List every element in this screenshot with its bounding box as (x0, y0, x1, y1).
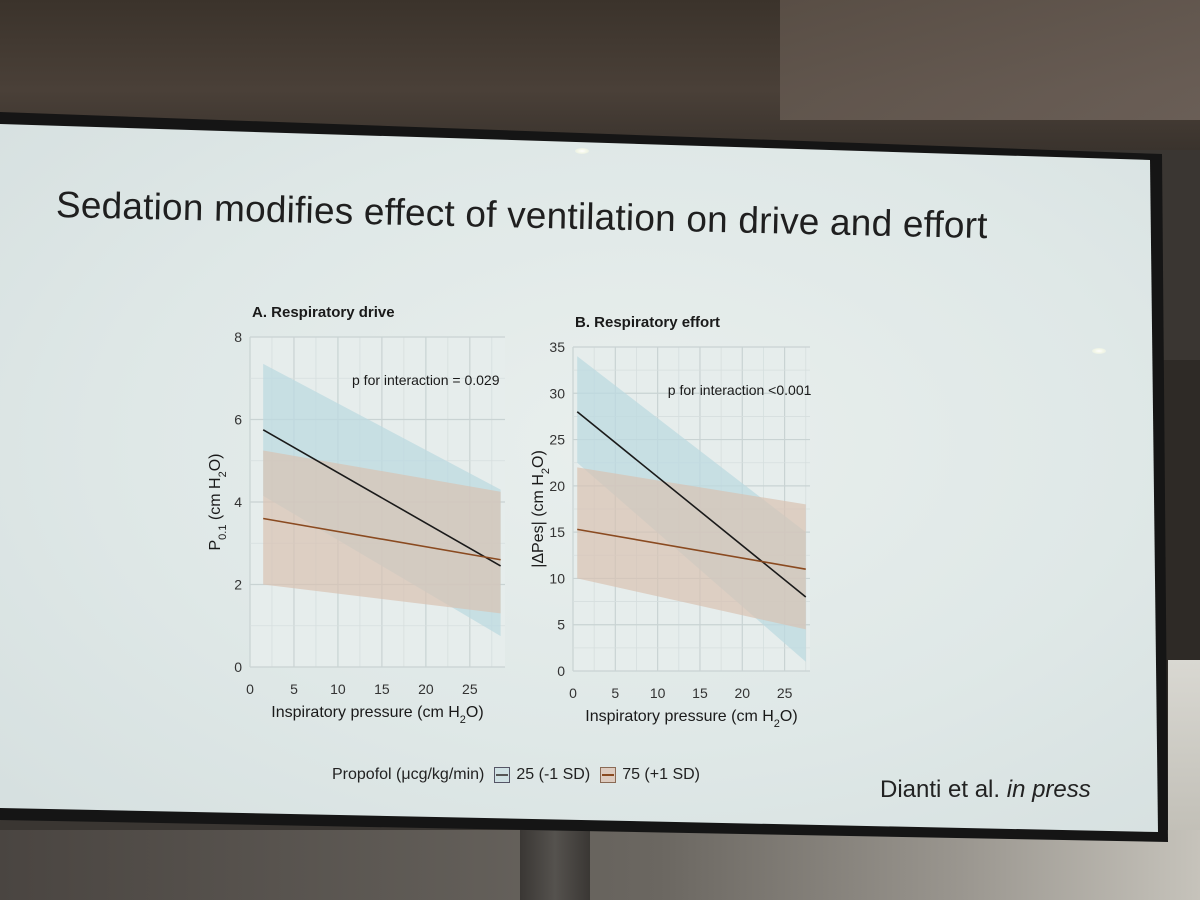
y-axis-label-tail: (cm H (207, 477, 224, 524)
x-axis-label-tail: O) (466, 704, 484, 721)
y-axis-label-text: P (207, 540, 224, 551)
legend-swatch-75-icon (600, 767, 617, 783)
series-line-25 (262, 429, 502, 567)
x-axis-label: Inspiratory pressure (cm H2O) (271, 704, 483, 726)
x-axis-label: Inspiratory pressure (cm H2O) (585, 708, 797, 730)
interaction-p-value: p for interaction = 0.029 (352, 372, 500, 388)
x-tick-label: 0 (246, 681, 254, 697)
chart-respiratory-effort: 0 5 10 15 20 25 0 5 10 15 20 25 30 35 B. Respiratory e… (530, 314, 812, 730)
y-tick-label: 20 (549, 478, 565, 494)
x-tick-label: 25 (462, 681, 478, 697)
ceiling-light-reflection (1092, 348, 1106, 354)
x-axis-label-subscript: 2 (774, 718, 780, 730)
room-wall-bottom (0, 830, 1200, 900)
legend-title: Propofol (μcg/kg/min) (332, 766, 485, 783)
y-axis-label: P0.1 (cm H2O) (207, 454, 229, 551)
legend-swatch-25-icon (494, 767, 511, 783)
y-tick-label: 2 (234, 577, 242, 593)
y-axis-label-tail-2: O) (207, 454, 224, 472)
series-line-75 (577, 528, 806, 570)
y-tick-label: 10 (549, 570, 565, 586)
y-tick-label: 0 (557, 663, 565, 679)
series-line-25 (576, 411, 807, 598)
y-axis-label-text: |ΔPes| (cm H (530, 474, 547, 568)
y-axis-label-subscript-2: 2 (217, 471, 229, 477)
y-axis-label-subscript: 2 (540, 468, 552, 474)
y-axis-label-tail: O) (530, 450, 547, 468)
y-tick-label: 35 (549, 339, 565, 355)
y-tick-label: 5 (557, 617, 565, 633)
x-tick-label: 20 (418, 681, 434, 697)
x-tick-label: 15 (692, 685, 708, 701)
confidence-band-75 (577, 467, 806, 630)
citation-status: in press (1006, 776, 1091, 803)
y-tick-label: 15 (549, 524, 565, 540)
x-tick-label: 25 (777, 685, 793, 701)
x-axis-label-text: Inspiratory pressure (cm H (585, 708, 774, 725)
room-ceiling (780, 0, 1200, 120)
legend-label-75: 75 (+1 SD) (622, 766, 700, 783)
x-axis-label-tail: O) (780, 708, 798, 725)
x-axis-label-subscript: 2 (460, 714, 466, 726)
x-tick-label: 5 (611, 685, 619, 701)
chart-title: B. Respiratory effort (575, 314, 720, 331)
y-tick-label: 8 (234, 329, 242, 345)
chart-respiratory-drive: 0 5 10 15 20 25 0 2 4 6 8 A. Respiratory drive p for… (207, 304, 505, 726)
y-axis-label-subscript: 0.1 (217, 525, 229, 540)
chart-title: A. Respiratory drive (252, 304, 395, 321)
legend-label-25: 25 (-1 SD) (516, 766, 591, 783)
x-tick-label: 10 (650, 685, 666, 701)
x-tick-label: 15 (374, 681, 390, 697)
y-axis-label: |ΔPes| (cm H2O) (530, 450, 552, 568)
x-tick-label: 10 (330, 681, 346, 697)
y-tick-label: 30 (549, 385, 565, 401)
monitor-stand (520, 830, 590, 900)
legend: Propofol (μcg/kg/min) 25 (-1 SD) 75 (+1 … (332, 766, 772, 784)
x-tick-label: 0 (569, 685, 577, 701)
x-axis-label-text: Inspiratory pressure (cm H (271, 704, 460, 721)
x-tick-label: 20 (734, 685, 750, 701)
ceiling-light-reflection (575, 148, 589, 154)
series-line-75 (263, 517, 501, 561)
interaction-p-value: p for interaction <0.001 (668, 382, 812, 398)
citation: Dianti et al. in press (880, 776, 1091, 804)
y-tick-label: 0 (234, 659, 242, 675)
citation-authors: Dianti et al. (880, 776, 1001, 803)
slide-screen: Sedation modifies effect of ventilation … (0, 124, 1158, 832)
x-tick-label: 5 (290, 681, 298, 697)
y-tick-label: 4 (234, 494, 242, 510)
y-tick-label: 6 (234, 412, 242, 428)
y-tick-label: 25 (549, 432, 565, 448)
confidence-band-75 (263, 450, 501, 614)
